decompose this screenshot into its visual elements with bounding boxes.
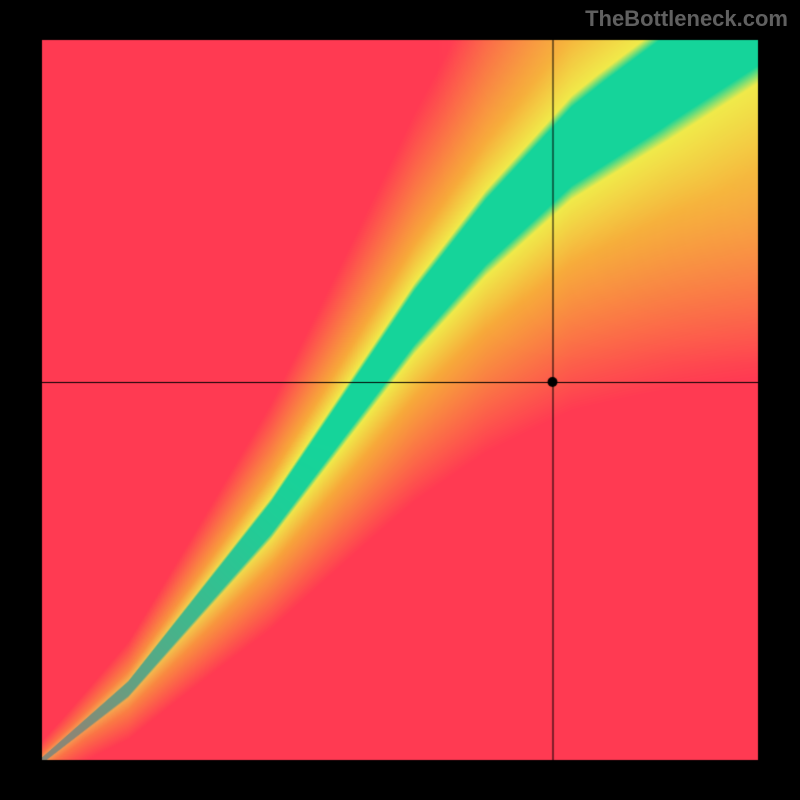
chart-container: TheBottleneck.com <box>0 0 800 800</box>
watermark-text: TheBottleneck.com <box>585 6 788 32</box>
bottleneck-heatmap <box>0 0 800 800</box>
